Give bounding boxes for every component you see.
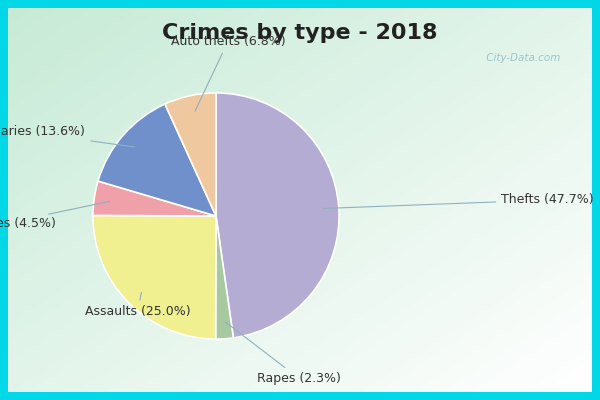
Text: Thefts (47.7%): Thefts (47.7%) <box>323 194 594 208</box>
Text: City-Data.com: City-Data.com <box>483 53 560 63</box>
Wedge shape <box>98 104 216 216</box>
Text: Rapes (2.3%): Rapes (2.3%) <box>226 322 341 385</box>
Text: Burglaries (13.6%): Burglaries (13.6%) <box>0 126 134 147</box>
Wedge shape <box>215 216 233 339</box>
Text: Crimes by type - 2018: Crimes by type - 2018 <box>162 23 438 43</box>
Wedge shape <box>165 93 216 216</box>
Text: Auto thefts (6.8%): Auto thefts (6.8%) <box>170 35 285 111</box>
Text: Robberies (4.5%): Robberies (4.5%) <box>0 201 110 230</box>
Text: Assaults (25.0%): Assaults (25.0%) <box>85 292 191 318</box>
Wedge shape <box>93 181 216 216</box>
Wedge shape <box>216 93 339 338</box>
Wedge shape <box>93 216 216 339</box>
